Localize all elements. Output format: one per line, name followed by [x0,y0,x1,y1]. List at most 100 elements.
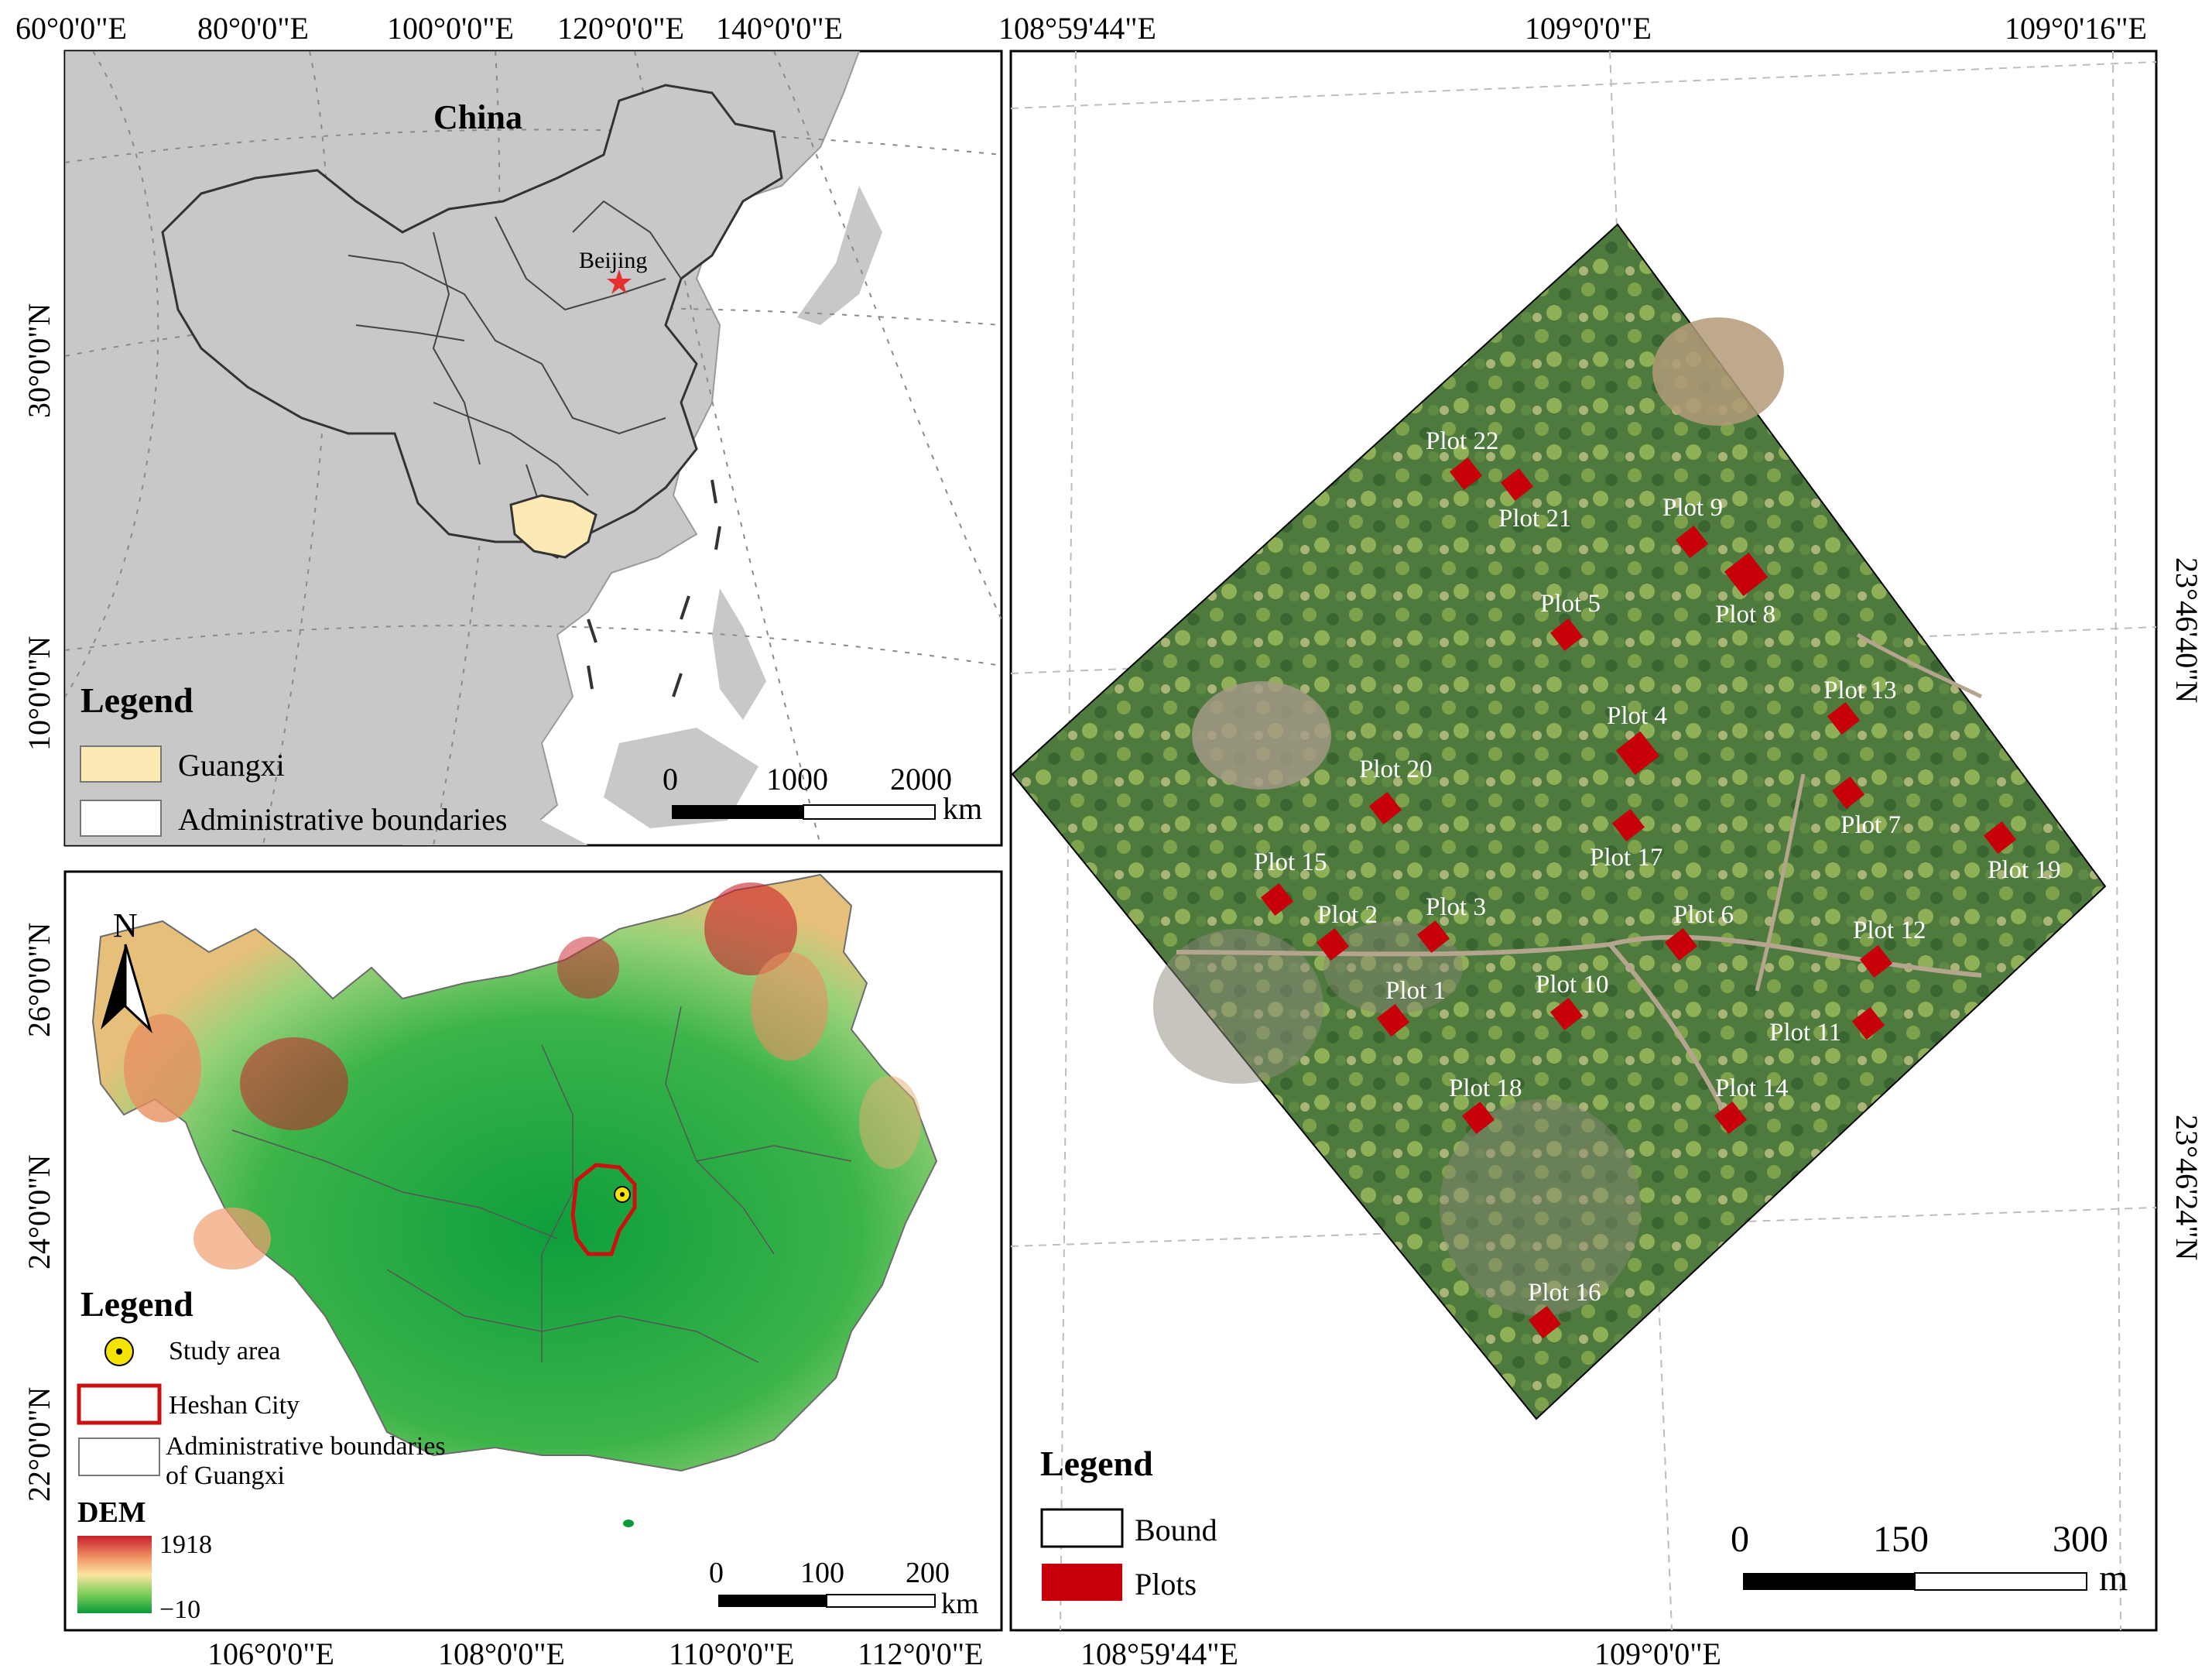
heshan-city-boundary [570,1163,637,1256]
plot-label: Plot 17 [1590,844,1662,872]
guangxi-admin-boundaries [231,1006,852,1363]
scalebar-tick: 0 [709,1557,724,1589]
scalebar-tick: 2000 [890,762,952,797]
panel-b-bottom-tick: 108°0'0"E [438,1636,565,1671]
scalebar-tick: 150 [1873,1519,1929,1560]
plot-label: Plot 3 [1426,893,1486,921]
plot-marker [1615,731,1660,776]
panel-b-bottom-tick: 106°0'0"E [207,1636,334,1671]
plot-label: Plot 2 [1317,901,1378,929]
legend-guangxi-admin-label: Administrative boundaries of Guangxi [166,1432,446,1490]
plot-marker [1500,468,1534,502]
panel-a-top-tick: 100°0'0"E [387,11,514,46]
panel-b-legend-title: Legend [80,1284,193,1324]
panel-c-top-tick: 109°0'16"E [2005,11,2147,46]
plot-label: Plot 16 [1528,1279,1601,1307]
province-boundaries [348,200,682,543]
legend-heshan-swatch [77,1383,162,1425]
panel-c-study-site-map: Plot 1 Plot 2 Plot 3 Plot 4 Plot 5 Plot 6 Plot… [998,11,2204,1671]
plot-marker [1416,920,1450,954]
plot-marker [1316,927,1350,961]
legend-guangxi-swatch [80,745,162,783]
plot-label: Plot 7 [1840,811,1901,839]
plot-label: Plot 12 [1853,917,1926,944]
panel-c-right-tick: 23°46'40"N [2169,557,2204,703]
guangxi-region [509,494,598,559]
dem-min-label: −10 [159,1595,200,1624]
legend-guangxi-label: Guangxi [178,748,285,783]
plot-label: Plot 21 [1498,505,1571,533]
plot-label: Plot 13 [1823,677,1896,704]
plot-marker [1549,618,1584,652]
plot-label: Plot 8 [1715,601,1775,629]
plot-label: Plot 20 [1359,756,1432,783]
southeast-asia [372,681,588,845]
panel-a-left-tick: 10°0'0"N [22,636,56,751]
plot-label: Plot 15 [1254,848,1327,876]
panel-a-world-map: 60°0'0"E 80°0'0"E 100°0'0"E 120°0'0"E 14… [15,11,1003,847]
plot-marker [1664,927,1698,961]
plot-label: Plot 14 [1715,1074,1788,1102]
plot-label: Plot 11 [1769,1019,1841,1047]
indonesia [604,728,758,828]
panel-b-scalebar: 0 100 200 km [709,1557,979,1620]
plot-label: Plot 9 [1662,494,1723,522]
plot-marker [1714,1101,1748,1135]
dem-max-label: 1918 [159,1530,212,1559]
scalebar-tick: 300 [2053,1519,2108,1560]
country-label: China [433,98,522,136]
legend-admin-label: Administrative boundaries [178,802,507,837]
plot-marker [1461,1101,1495,1135]
dem-title: DEM [77,1496,146,1529]
panel-b-bottom-tick: 110°0'0"E [669,1636,794,1671]
panel-c-top-tick: 108°59'44"E [998,11,1156,46]
scalebar-tick: 200 [906,1557,950,1589]
panel-a-scalebar: 0 1000 2000 km [663,762,982,826]
legend-admin-swatch [80,800,162,837]
plot-marker [1449,457,1483,491]
north-arrow-icon: N [101,906,152,1033]
plot-marker [1528,1305,1562,1339]
plot-label: Plot 19 [1988,856,2060,884]
panel-c-bottom-tick: 109°0'0"E [1594,1636,1721,1671]
legend-guangxi-admin-swatch [78,1437,160,1476]
panel-b-left-tick: 26°0'0"N [22,923,56,1037]
plot-marker [1260,882,1294,917]
panel-c-right-tick: 23°46'24"N [2169,1115,2204,1260]
capital-star-icon [607,269,632,294]
scalebar-unit: m [2099,1557,2128,1598]
legend-bound-label: Bound [1135,1513,1217,1547]
scalebar-tick: 0 [663,762,678,797]
panel-b-left-tick: 24°0'0"N [22,1155,56,1270]
scalebar-tick: 0 [1731,1519,1749,1560]
panel-b-guangxi-dem-map: N 26°0'0"N 24°0'0"N 22°0'0"N 106°0'0"E 1… [22,870,1003,1671]
plot-label: Plot 6 [1673,901,1734,929]
plot-label: Plot 22 [1426,427,1498,455]
plot-marker [1549,997,1584,1031]
plot-marker [1724,552,1769,597]
plot-marker [1851,1006,1885,1040]
plot-marker [1831,776,1865,810]
panel-b-left-tick: 22°0'0"N [22,1387,56,1502]
scalebar-tick: 100 [800,1557,844,1589]
panel-c-legend-title: Legend [1040,1444,1153,1483]
plot-label: Plot 4 [1607,702,1667,730]
panel-c-top-tick: 109°0'0"E [1525,11,1652,46]
scalebar-unit: km [941,1588,979,1620]
panel-a-top-tick: 80°0'0"E [197,11,309,46]
plot-marker [1827,701,1861,735]
legend-heshan-label: Heshan City [169,1391,300,1420]
plot-label: Plot 18 [1449,1074,1522,1102]
panel-a-left-tick: 30°0'0"N [22,303,56,418]
panel-c-bottom-tick: 108°59'44"E [1080,1636,1238,1671]
legend-study-area-label: Study area [169,1337,280,1365]
weizhou-island [623,1520,634,1527]
dem-highland-patches [124,882,921,1270]
legend-plots-label: Plots [1135,1567,1197,1602]
panel-b-bottom-tick: 112°0'0"E [858,1636,983,1671]
panel-a-legend-title: Legend [80,680,193,720]
plot-marker [1611,808,1645,842]
capital-label: Beijing [579,248,647,273]
plot-marker [1376,1003,1410,1037]
plot-marker [1983,821,2017,855]
